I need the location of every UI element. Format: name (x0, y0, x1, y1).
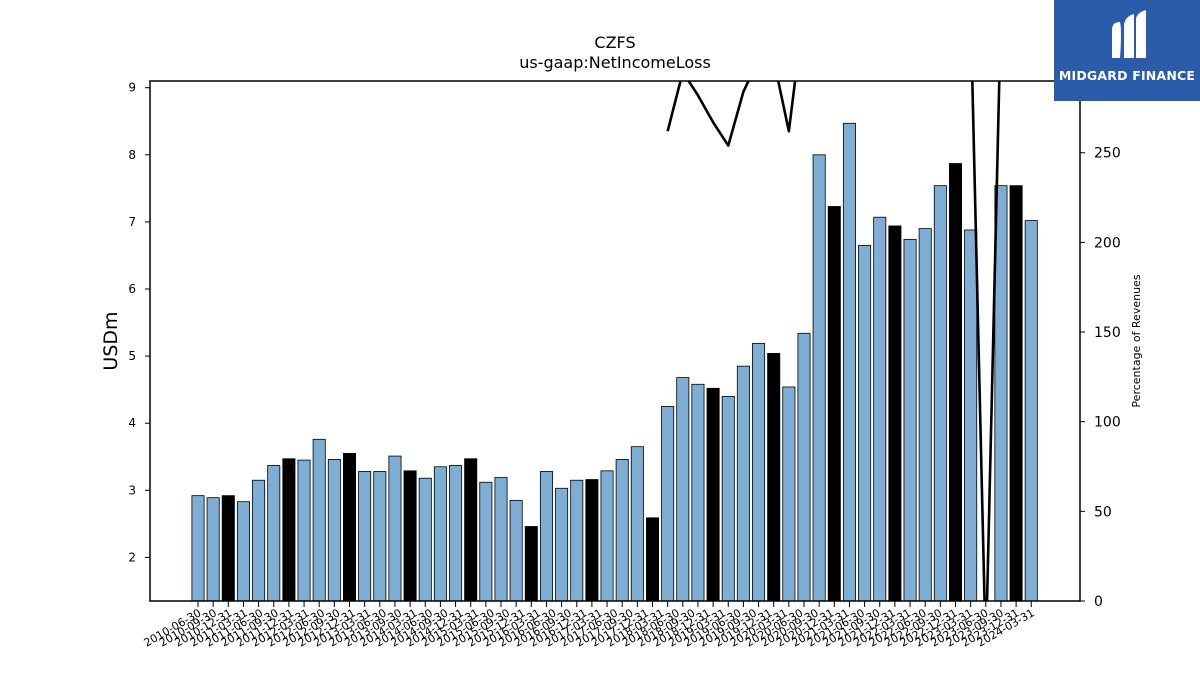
y-right-tick-label: 0 (1094, 594, 1103, 610)
bar (297, 459, 311, 602)
y-right-tick-label: 100 (1094, 415, 1121, 431)
y-right-tick-label: 50 (1094, 504, 1112, 520)
bar (994, 185, 1008, 602)
y-axis-label: USDm (100, 311, 122, 370)
bar (585, 479, 599, 602)
bar (418, 477, 432, 602)
y-axis-right: 0 50 100 150 200 250 (1080, 146, 1121, 610)
bar (236, 501, 250, 602)
bar (782, 386, 796, 602)
bar (600, 470, 614, 602)
bar (827, 206, 841, 602)
bar (464, 458, 478, 602)
bar (312, 438, 326, 602)
y-tick-label: 6 (128, 282, 136, 296)
y-axis-left: 2 3 4 5 6 7 8 9 (128, 81, 150, 564)
bar (433, 466, 447, 602)
line-group (666, 81, 1032, 601)
bar (797, 332, 811, 602)
y-right-tick-label: 250 (1094, 146, 1121, 162)
bar (373, 471, 387, 602)
bar (903, 238, 917, 602)
bar (191, 495, 205, 602)
bar (494, 477, 508, 602)
bar (282, 458, 296, 602)
bar (812, 154, 826, 602)
bar (555, 487, 569, 602)
y-axis-right-label: Percentage of Revenues (1130, 274, 1143, 407)
y-tick-label: 8 (128, 148, 136, 162)
brand-name: MIDGARD FINANCE (1058, 68, 1196, 83)
y-tick-label: 4 (128, 416, 136, 430)
plot-frame (149, 80, 1081, 602)
bar (509, 499, 523, 602)
y-right-tick-label: 150 (1094, 325, 1121, 341)
y-right-tick-label: 200 (1094, 235, 1121, 251)
x-axis: 2010-06-302010-09-302010-12-312011-03-31… (142, 601, 1037, 650)
bar (842, 122, 856, 602)
bar (342, 452, 356, 602)
y-tick-label: 5 (128, 349, 136, 363)
brand-logo: MIDGARD FINANCE (1054, 0, 1200, 101)
bar (706, 387, 720, 602)
bar (267, 465, 281, 602)
bar (1009, 185, 1023, 602)
bar (873, 216, 887, 602)
bar (676, 377, 690, 602)
brand-mark-icon (1112, 10, 1146, 58)
bars-group (191, 122, 1038, 602)
bar (615, 459, 629, 602)
bar (752, 342, 766, 602)
bar (479, 481, 493, 602)
bar (691, 383, 705, 602)
bar (327, 459, 341, 602)
bar (630, 446, 644, 602)
bar (252, 479, 266, 602)
y-tick-label: 2 (128, 550, 136, 564)
chart-subtitle: us-gaap:NetIncomeLoss (519, 53, 711, 72)
bar (858, 244, 872, 602)
bar (964, 229, 978, 602)
bar (661, 406, 675, 602)
bar (646, 517, 660, 602)
bar (221, 495, 235, 602)
bar (721, 395, 735, 602)
bar (403, 470, 417, 602)
bar (767, 353, 781, 602)
y-tick-label: 3 (128, 483, 136, 497)
chart-title: CZFS (594, 33, 635, 52)
bar (918, 228, 932, 602)
bar (524, 526, 538, 602)
bar (449, 465, 463, 602)
bar (933, 185, 947, 602)
series-line (666, 81, 1032, 601)
y-tick-label: 9 (128, 81, 136, 95)
bar (388, 455, 402, 602)
bar (736, 365, 750, 602)
y-tick-label: 7 (128, 215, 136, 229)
bar (570, 479, 584, 602)
bar (539, 471, 553, 602)
bar (949, 163, 963, 602)
bar (1024, 220, 1038, 602)
bar (358, 471, 372, 602)
bar (888, 225, 902, 602)
bar (206, 497, 220, 602)
